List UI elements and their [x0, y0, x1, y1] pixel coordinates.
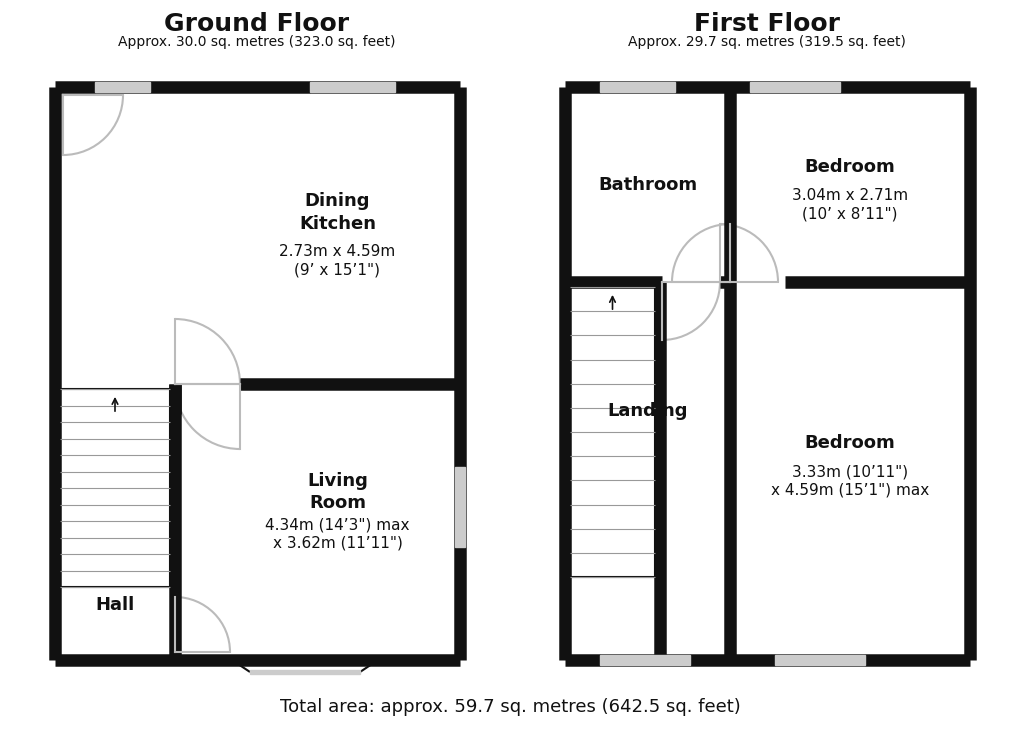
Text: Approx. 29.7 sq. metres (319.5 sq. feet): Approx. 29.7 sq. metres (319.5 sq. feet): [628, 35, 905, 49]
Bar: [454, 467, 465, 547]
Text: Ground Floor: Ground Floor: [164, 12, 350, 36]
Text: Bedroom: Bedroom: [804, 434, 895, 452]
Bar: [599, 82, 675, 92]
Text: Approx. 30.0 sq. metres (323.0 sq. feet): Approx. 30.0 sq. metres (323.0 sq. feet): [118, 35, 395, 49]
Text: 4.34m (14’3") max
x 3.62m (11’11"): 4.34m (14’3") max x 3.62m (11’11"): [265, 517, 410, 551]
Bar: [599, 655, 689, 665]
Bar: [310, 82, 394, 92]
Bar: [95, 82, 150, 92]
Text: 2.73m x 4.59m
(9’ x 15’1"): 2.73m x 4.59m (9’ x 15’1"): [279, 243, 395, 278]
Bar: [250, 670, 360, 674]
Text: Living
Room: Living Room: [307, 472, 368, 512]
Text: 3.04m x 2.71m
(10’ x 8’11"): 3.04m x 2.71m (10’ x 8’11"): [791, 188, 907, 221]
Text: Total area: approx. 59.7 sq. metres (642.5 sq. feet): Total area: approx. 59.7 sq. metres (642…: [279, 698, 740, 716]
Text: First Floor: First Floor: [693, 12, 840, 36]
Text: Bedroom: Bedroom: [804, 157, 895, 176]
Bar: [749, 82, 840, 92]
Text: Dining
Kitchen: Dining Kitchen: [299, 192, 376, 232]
Text: 3.33m (10’11")
x 4.59m (15’1") max: 3.33m (10’11") x 4.59m (15’1") max: [770, 464, 928, 498]
Text: Hall: Hall: [96, 596, 135, 614]
Text: Bathroom: Bathroom: [597, 176, 696, 194]
Bar: [774, 655, 864, 665]
Text: Landing: Landing: [606, 402, 687, 420]
